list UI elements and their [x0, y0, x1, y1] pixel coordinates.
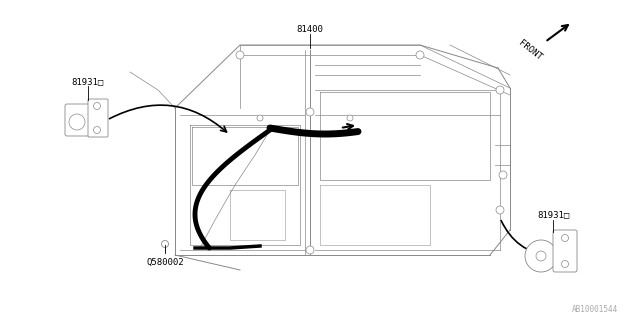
Circle shape [496, 206, 504, 214]
Circle shape [306, 246, 314, 254]
Circle shape [561, 235, 568, 242]
Text: 81931□: 81931□ [72, 77, 104, 86]
Circle shape [161, 241, 168, 247]
Circle shape [347, 115, 353, 121]
Circle shape [496, 86, 504, 94]
Circle shape [536, 251, 546, 261]
Text: AB10001544: AB10001544 [572, 306, 618, 315]
Circle shape [416, 51, 424, 59]
Circle shape [499, 171, 507, 179]
Circle shape [236, 51, 244, 59]
FancyBboxPatch shape [553, 230, 577, 272]
Circle shape [306, 108, 314, 116]
Text: 81931□: 81931□ [537, 211, 569, 220]
Circle shape [93, 102, 100, 109]
Circle shape [561, 260, 568, 268]
Circle shape [93, 126, 100, 133]
Text: 81400: 81400 [296, 26, 323, 35]
FancyBboxPatch shape [88, 99, 108, 137]
FancyBboxPatch shape [65, 104, 91, 136]
Circle shape [69, 114, 85, 130]
Text: FRONT: FRONT [516, 38, 543, 62]
Text: Q580002: Q580002 [146, 258, 184, 267]
Circle shape [525, 240, 557, 272]
Circle shape [257, 115, 263, 121]
